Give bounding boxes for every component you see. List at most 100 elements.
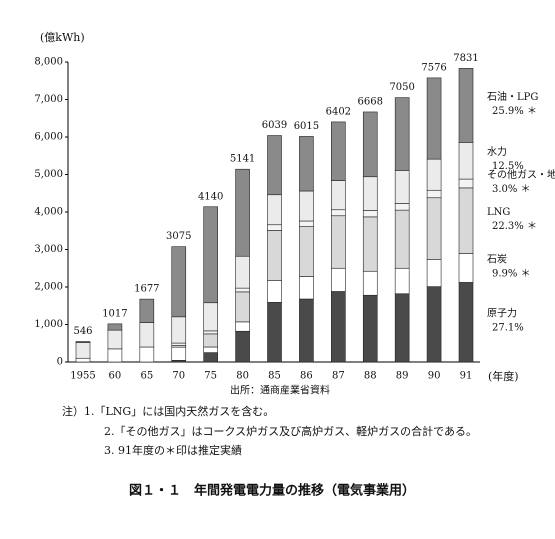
x-tick-label: 70 [172, 371, 185, 382]
bar-segment [394, 203, 410, 211]
y-tick-label: 8,000 [34, 57, 63, 68]
bar-segment [458, 142, 474, 180]
legend-name: 石炭 [487, 253, 507, 265]
bar-segment [394, 170, 410, 204]
note: 注）1.「LNG」には国内天然ガスを含む。 [62, 404, 274, 418]
bar-segment [235, 168, 250, 257]
total-label: 546 [73, 326, 92, 337]
legend-share: 9.9% ＊ [492, 268, 531, 279]
bar-segment [299, 136, 314, 192]
bar-segment [107, 329, 123, 350]
bar-segment [394, 97, 410, 171]
bar-segment [139, 322, 155, 348]
bar-segment [362, 176, 378, 211]
bar-segment [362, 294, 378, 363]
bar-segment [331, 121, 346, 181]
bar-segment [203, 206, 218, 304]
bar-segment [75, 342, 91, 359]
bar-segment [426, 158, 442, 191]
legend-share: 25.9% ＊ [492, 106, 537, 117]
x-tick-label: 86 [300, 371, 313, 382]
bar-segment [107, 323, 123, 331]
bar-segment [458, 282, 474, 363]
bar-segment [458, 253, 474, 283]
total-label: 4140 [198, 191, 223, 202]
x-tick-label: 88 [364, 371, 377, 382]
x-tick-label: 90 [428, 371, 441, 382]
bar-segment [235, 287, 250, 293]
y-tick-label: 2,000 [34, 282, 63, 293]
bar-segment [107, 348, 123, 363]
total-label: 7050 [389, 82, 414, 93]
x-tick-label: 87 [332, 371, 345, 382]
y-unit: (億kWh) [40, 31, 85, 44]
bar-segment [235, 291, 250, 323]
x-tick-label: 80 [236, 371, 249, 382]
total-label: 1017 [102, 308, 127, 319]
legend-share: 12.5% [492, 161, 524, 172]
bar-segment [331, 291, 346, 363]
total-label: 7576 [421, 62, 446, 73]
x-tick-label: 60 [109, 371, 122, 382]
total-label: 6402 [326, 106, 351, 117]
bar-segment [426, 189, 442, 199]
bar-segment [362, 111, 378, 178]
y-tick-label: 5,000 [34, 169, 63, 180]
total-label: 5141 [230, 154, 255, 165]
bar-segment [458, 178, 474, 189]
total-label: 6015 [294, 121, 319, 132]
y-tick-label: 3,000 [34, 244, 63, 255]
bar-segment [267, 230, 282, 281]
bar-segment [203, 352, 218, 363]
bar-segment [203, 346, 218, 353]
bar-segment [299, 298, 314, 363]
bar-segment [235, 255, 250, 289]
bar-segment [426, 286, 442, 363]
bar-segment [171, 316, 187, 344]
bar-segment [299, 226, 314, 277]
bar-segment [394, 267, 410, 295]
legend-share: 27.1% [492, 323, 524, 334]
bar-segment [139, 298, 155, 323]
bar-segment [299, 190, 314, 222]
bar-segment [267, 194, 282, 226]
bar-segment [331, 209, 346, 217]
legend-share: 22.3% ＊ [492, 221, 537, 232]
bar-segment [267, 135, 282, 196]
bar-segment [203, 330, 218, 335]
note: 2.「その他ガス」はコークス炉ガス及び高炉ガス、軽炉ガスの合計である。 [104, 424, 477, 438]
bar-segment [267, 224, 282, 231]
total-label: 1677 [134, 284, 159, 295]
total-label: 6668 [358, 96, 383, 107]
bar-segment [394, 293, 410, 363]
x-tick-label: 89 [396, 371, 409, 382]
bar-segment [75, 341, 91, 343]
bar-segment [203, 302, 218, 332]
source: 出所：通商産業省資料 [230, 384, 330, 397]
bar-segment [426, 197, 442, 260]
legend-name: 石油・LPG [487, 90, 538, 103]
legend-name: その他ガス・地熱 [487, 168, 555, 181]
x-tick-label: 75 [204, 371, 217, 382]
bar-segment [267, 302, 282, 363]
bar-segment [331, 215, 346, 269]
note: 3. 91年度の＊印は推定実績 [104, 443, 242, 457]
bar-segment [267, 280, 282, 303]
bar-segment [362, 270, 378, 296]
bar-segment [235, 321, 250, 332]
x-tick-label: 85 [268, 371, 281, 382]
y-tick-label: 1,000 [34, 319, 63, 330]
total-label: 3075 [166, 231, 191, 242]
bar-segment [458, 187, 474, 254]
x-unit: (年度) [488, 369, 519, 383]
bar-segment [139, 346, 155, 363]
y-tick-label: 4,000 [34, 207, 63, 218]
legend-name: LNG [487, 207, 510, 218]
bar-segment [171, 346, 187, 361]
bar-segment [171, 342, 187, 346]
total-label: 7831 [453, 53, 478, 64]
bar-segment [75, 357, 91, 363]
bar-segment [394, 209, 410, 269]
x-tick-label: 91 [460, 371, 473, 382]
